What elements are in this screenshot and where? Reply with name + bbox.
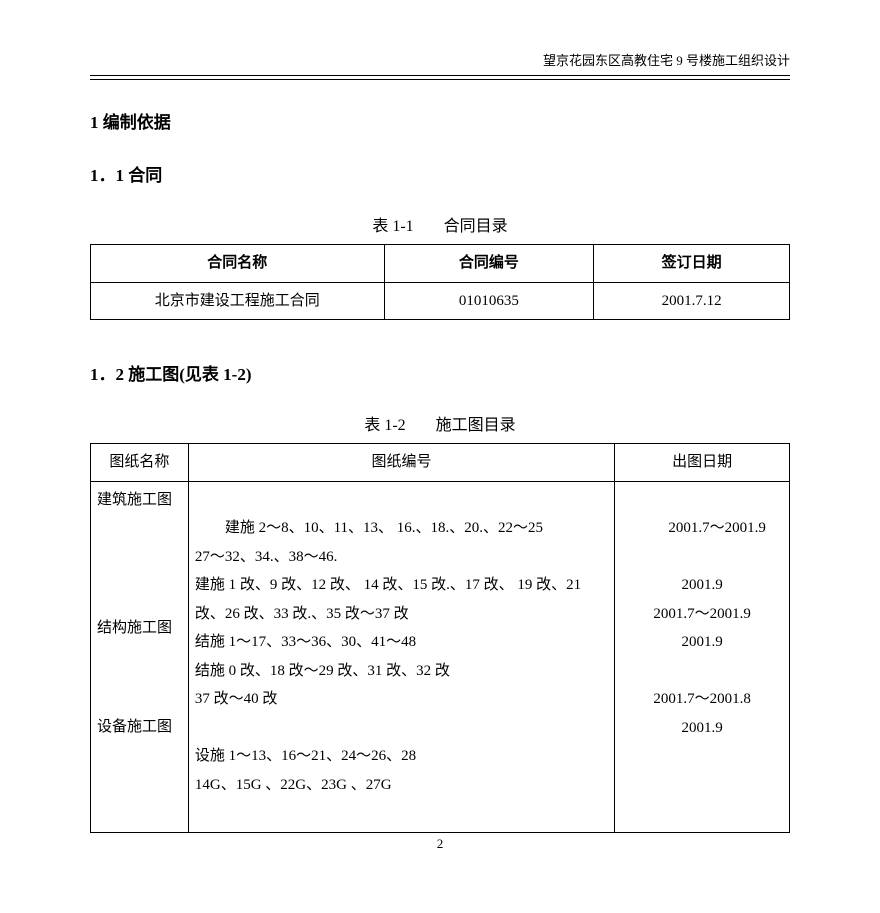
table-row: 合同名称 合同编号 签订日期 (91, 245, 790, 283)
caption-prefix: 表 1-1 (372, 218, 413, 235)
table-1-1: 合同名称 合同编号 签订日期 北京市建设工程施工合同 01010635 2001… (90, 244, 790, 320)
table-cell: 2001.7～2001.8 2001.9 (653, 691, 751, 736)
table-header: 合同编号 (384, 245, 594, 283)
section-1-2-title: 1．2 施工图(见表 1-2) (90, 360, 790, 385)
table-header: 合同名称 (91, 245, 385, 283)
caption-title: 合同目录 (444, 218, 508, 235)
table-header: 签订日期 (594, 245, 790, 283)
section-1-1-title: 1．1 合同 (90, 161, 790, 186)
caption-prefix: 表 1-2 (364, 417, 405, 434)
table-row: 图纸名称 图纸编号 出图日期 (91, 444, 790, 482)
section-1-title: 1 编制依据 (90, 108, 790, 133)
page-header: 望京花园东区高教住宅 9 号楼施工组织设计 (90, 50, 790, 76)
caption-title: 施工图目录 (436, 417, 516, 434)
table-row: 北京市建设工程施工合同 01010635 2001.7.12 (91, 282, 790, 320)
table-header: 出图日期 (615, 444, 790, 482)
table-cell: 2001.7～2001.9 2001.9 (668, 520, 766, 593)
table-cell: 北京市建设工程施工合同 (91, 282, 385, 320)
table-1-1-caption: 表 1-1 合同目录 (90, 212, 790, 236)
table-cell: 设施 1～13、16～21、24～26、28 14G、15G 、22G、23G … (195, 748, 416, 793)
table-cell: 设备施工图 (97, 713, 182, 742)
table-cell: 01010635 (384, 282, 594, 320)
table-cell: 2001.7～2001.9 2001.9 (653, 606, 751, 651)
table-1-2-caption: 表 1-2 施工图目录 (90, 411, 790, 435)
table-cell: 2001.7.12 (594, 282, 790, 320)
table-cell: 结构施工图 (97, 614, 182, 643)
table-cell: 建施 2～8、10、11、13、 16.、18.、20.、22～25 27～32… (195, 520, 585, 622)
table-header: 图纸编号 (188, 444, 614, 482)
table-header: 图纸名称 (91, 444, 189, 482)
table-1-2: 图纸名称 图纸编号 出图日期 建筑施工图 结构施工图 设备施工图 建施 2～8、… (90, 443, 790, 833)
table-row: 建筑施工图 结构施工图 设备施工图 建施 2～8、10、11、13、 16.、1… (91, 481, 790, 832)
table-cell: 建筑施工图 (97, 486, 182, 515)
header-rule (90, 79, 790, 80)
page-number: 2 (0, 836, 880, 852)
table-cell: 结施 1～17、33～36、30、41～48 结施 0 改、18 改～29 改、… (195, 634, 450, 707)
